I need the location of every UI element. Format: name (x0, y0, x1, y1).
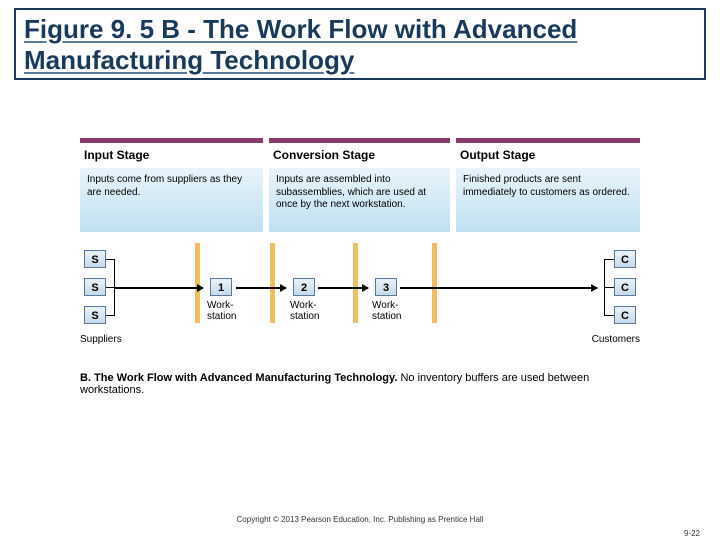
buffer-bar (432, 243, 437, 323)
col-header-conv: Conversion Stage (273, 148, 375, 162)
col-desc-conv: Inputs are assembled into subassemblies,… (269, 168, 450, 232)
supplier-box: S (84, 306, 106, 324)
flow-arrow (318, 287, 368, 289)
workstation-box: 1 (210, 278, 232, 296)
flow-arrow (115, 287, 203, 289)
copyright-line: Copyright © 2013 Pearson Education, Inc.… (0, 515, 720, 524)
caption-bold: B. The Work Flow with Advanced Manufactu… (80, 372, 397, 384)
col-desc-output: Finished products are sent immediately t… (456, 168, 640, 232)
connector (106, 259, 114, 260)
col-header-output: Output Stage (460, 148, 535, 162)
workstation-label: Work- station (207, 300, 236, 322)
connector (604, 315, 614, 316)
connector (106, 287, 114, 288)
flow-arrow (236, 287, 286, 289)
col-header-input: Input Stage (84, 148, 149, 162)
workflow-diagram: Input Stage Conversion Stage Output Stag… (80, 138, 640, 418)
page-number: 9-22 (684, 529, 700, 538)
flow-arrow (400, 287, 597, 289)
suppliers-label: Suppliers (80, 334, 122, 345)
workstation-box: 3 (375, 278, 397, 296)
supplier-box: S (84, 278, 106, 296)
connector (106, 315, 114, 316)
customers-label: Customers (592, 334, 640, 345)
workstation-box: 2 (293, 278, 315, 296)
figure-title-box: Figure 9. 5 B - The Work Flow with Advan… (14, 8, 706, 80)
workstation-label: Work- station (290, 300, 319, 322)
header-rule (80, 138, 640, 143)
buffer-bar (270, 243, 275, 323)
workstation-label: Work- station (372, 300, 401, 322)
figure-caption: B. The Work Flow with Advanced Manufactu… (80, 372, 640, 396)
buffer-bar (353, 243, 358, 323)
figure-title: Figure 9. 5 B - The Work Flow with Advan… (24, 14, 696, 76)
customer-box: C (614, 250, 636, 268)
supplier-box: S (84, 250, 106, 268)
connector (604, 287, 614, 288)
connector (604, 259, 614, 260)
connector (604, 259, 605, 316)
customer-box: C (614, 278, 636, 296)
col-desc-input: Inputs come from suppliers as they are n… (80, 168, 263, 232)
customer-box: C (614, 306, 636, 324)
